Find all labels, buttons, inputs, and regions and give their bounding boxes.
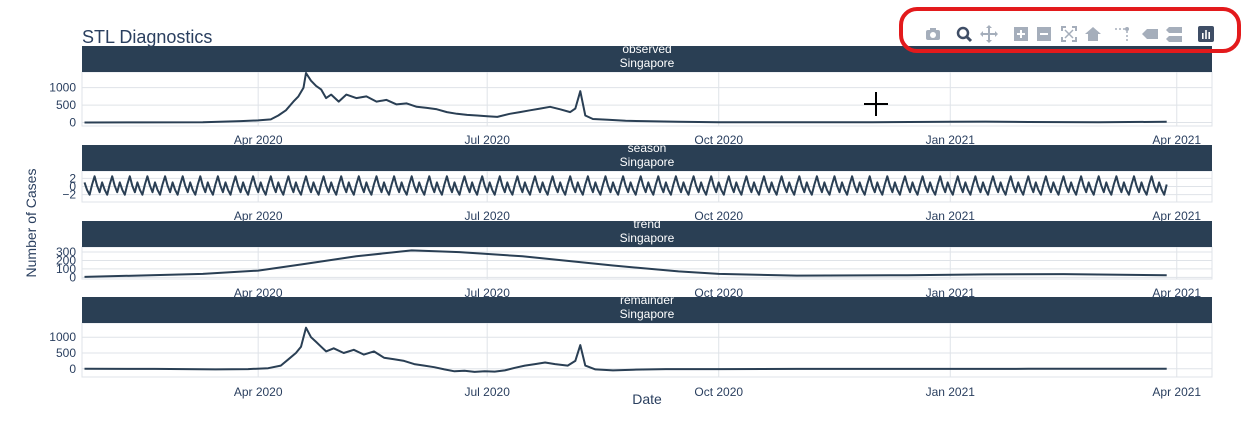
x-tick-label: Apr 2021 <box>1152 385 1201 399</box>
y-tick-label: 1000 <box>49 81 76 95</box>
strip-country-label: Singapore <box>620 307 675 321</box>
x-tick-label: Jul 2020 <box>465 286 511 300</box>
x-tick-label: Apr 2021 <box>1152 133 1201 147</box>
autoscale-icon[interactable] <box>1060 25 1078 43</box>
spike-lines-icon[interactable] <box>1113 25 1131 43</box>
series-line-season[interactable] <box>83 175 1168 196</box>
series-line-trend[interactable] <box>84 249 1167 278</box>
strip-country-label: Singapore <box>620 231 675 245</box>
y-tick-label: 0 <box>69 116 76 130</box>
x-tick-label: Jan 2021 <box>926 385 976 399</box>
x-tick-label: Apr 2021 <box>1152 286 1201 300</box>
x-tick-label: Apr 2020 <box>234 286 283 300</box>
y-tick-label: 2 <box>69 171 76 185</box>
x-tick-label: Oct 2020 <box>694 209 743 223</box>
panel-strip <box>82 221 1212 247</box>
plotly-logo-icon[interactable] <box>1197 25 1215 43</box>
camera-icon[interactable] <box>924 25 942 43</box>
x-tick-label: Apr 2020 <box>234 209 283 223</box>
y-tick-label: 0 <box>69 270 76 284</box>
panel-strip <box>82 145 1212 171</box>
y-axis-title: Number of Cases <box>23 169 39 278</box>
x-tick-label: Oct 2020 <box>694 133 743 147</box>
x-tick-label: Jan 2021 <box>926 133 976 147</box>
y-tick-label: −2 <box>62 188 76 202</box>
strip-component-label: observed <box>622 42 671 56</box>
strip-component-label: remainder <box>620 293 674 307</box>
x-tick-label: Jan 2021 <box>926 209 976 223</box>
x-tick-label: Apr 2020 <box>234 133 283 147</box>
hover-closest-icon[interactable] <box>1141 25 1159 43</box>
y-tick-label: 1000 <box>49 330 76 344</box>
chart-title: STL Diagnostics <box>82 27 213 47</box>
y-tick-label: 100 <box>56 262 76 276</box>
zoom-out-icon[interactable] <box>1035 25 1053 43</box>
strip-country-label: Singapore <box>620 155 675 169</box>
x-tick-label: Jul 2020 <box>465 209 511 223</box>
modebar-toolbar <box>899 7 1241 53</box>
y-tick-label: 500 <box>56 98 76 112</box>
y-tick-label: 500 <box>56 346 76 360</box>
y-tick-label: 200 <box>56 253 76 267</box>
series-line-remainder[interactable] <box>84 326 1167 373</box>
plot-area <box>81 71 1213 127</box>
zoom-icon[interactable] <box>955 25 973 43</box>
crosshair-cursor-icon <box>864 92 888 116</box>
x-tick-label: Jul 2020 <box>465 385 511 399</box>
strip-country-label: Singapore <box>620 56 675 70</box>
x-tick-label: Jan 2021 <box>926 286 976 300</box>
y-tick-label: 300 <box>56 245 76 259</box>
x-tick-label: Oct 2020 <box>694 385 743 399</box>
x-tick-label: Apr 2021 <box>1152 209 1201 223</box>
home-icon[interactable] <box>1084 25 1102 43</box>
hover-compare-icon[interactable] <box>1165 25 1183 43</box>
strip-component-label: trend <box>633 217 660 231</box>
x-tick-label: Oct 2020 <box>694 286 743 300</box>
x-axis-title: Date <box>632 391 662 407</box>
zoom-in-icon[interactable] <box>1012 25 1030 43</box>
strip-component-label: season <box>628 141 667 155</box>
y-tick-label: 0 <box>69 180 76 194</box>
pan-icon[interactable] <box>980 25 998 43</box>
x-tick-label: Apr 2020 <box>234 385 283 399</box>
y-tick-label: 0 <box>69 362 76 376</box>
series-line-observed[interactable] <box>84 72 1167 124</box>
x-tick-label: Jul 2020 <box>465 133 511 147</box>
panel-strip <box>82 297 1212 323</box>
